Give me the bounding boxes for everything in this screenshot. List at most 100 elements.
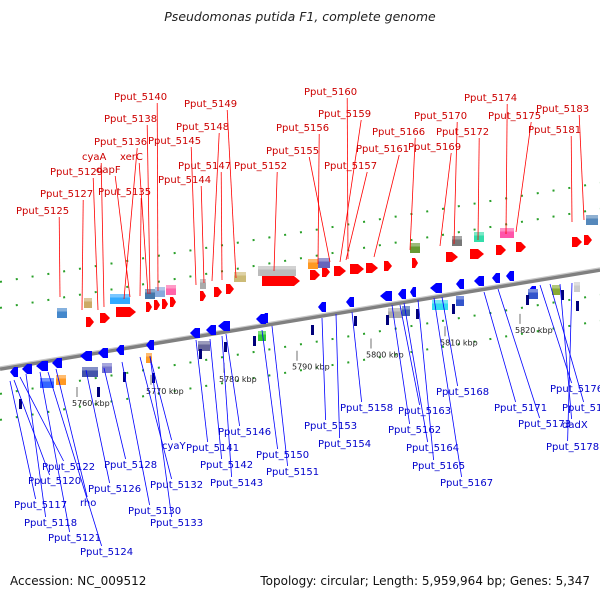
reverse-gene-label: Pput_5120 <box>28 476 81 487</box>
reverse-label-leader <box>225 333 240 427</box>
forward-label-leader <box>139 197 142 297</box>
reverse-gene-domain <box>456 296 464 306</box>
scale-label: 5800 kbp <box>366 351 404 360</box>
reverse-gene-arrow <box>492 273 500 283</box>
reverse-gene-arrow <box>52 358 62 368</box>
reverse-label-leader <box>271 325 288 467</box>
forward-gene-arrow <box>116 307 136 317</box>
forward-label-leader <box>308 156 331 263</box>
forward-label-leader <box>114 175 131 298</box>
reverse-gene-label: Pput_5177 <box>562 403 600 414</box>
forward-gene-arrow <box>446 252 458 262</box>
reverse-gene-domain-shine <box>528 289 538 293</box>
reverse-label-leader <box>391 304 410 425</box>
reverse-label-leader <box>441 296 458 387</box>
forward-gene-domain-shine <box>586 215 598 219</box>
reverse-label-leader <box>39 371 70 533</box>
reverse-gene-label: Pput_5176 <box>550 384 600 395</box>
forward-gene-arrow <box>146 302 152 312</box>
forward-label-leader <box>373 154 400 258</box>
reverse-gene-arrow <box>80 351 92 361</box>
forward-gene-label: Pput_5147 <box>178 161 231 172</box>
forward-gene-arrow <box>226 284 234 294</box>
reverse-gene-domain <box>82 367 98 377</box>
forward-label-leader <box>220 171 223 281</box>
forward-gene-domain <box>318 258 330 268</box>
reverse-gene-domain <box>146 353 152 363</box>
gene-marker <box>311 325 314 335</box>
forward-label-leader <box>123 147 138 300</box>
reverse-label-leader <box>13 379 50 476</box>
reverse-gene-label: Pput_5151 <box>266 467 319 478</box>
reverse-gene-label: Pput_5132 <box>150 480 203 491</box>
forward-gene-label: Pput_5160 <box>304 87 357 98</box>
reverse-gene-arrow <box>398 289 406 299</box>
forward-label-leader <box>190 146 197 286</box>
reverse-label-leader <box>195 339 208 443</box>
forward-gene-label: Pput_5152 <box>234 161 287 172</box>
gene-marker <box>97 387 100 397</box>
reverse-gene-label: Pput_5118 <box>24 518 77 529</box>
forward-gene-label: Pput_5135 <box>98 187 151 198</box>
forward-gene-label: Pput_5138 <box>104 114 157 125</box>
reverse-gene-label: Pput_5122 <box>42 462 95 473</box>
reverse-label-leader <box>559 283 572 420</box>
reverse-gene-label: Pput_5162 <box>388 425 441 436</box>
forward-label-leader <box>58 216 61 298</box>
forward-gene-label: Pput_5172 <box>436 127 489 138</box>
forward-gene-label: Pput_5181 <box>528 125 581 136</box>
forward-gene-label: Pput_5166 <box>372 127 425 138</box>
scale-label: 5770 kbp <box>146 387 184 396</box>
forward-gene-arrow <box>200 291 206 301</box>
gene-glyphs <box>10 215 598 409</box>
scale-label: 5790 kbp <box>292 363 330 372</box>
reverse-gene-domain <box>40 378 54 388</box>
reverse-gene-label: Pput_5163 <box>398 406 451 417</box>
reverse-gene-domain-shine <box>432 300 448 304</box>
forward-gene-arrow <box>310 270 320 280</box>
reverse-gene-label: Pput_5168 <box>436 387 489 398</box>
forward-label-leader <box>439 152 452 247</box>
reverse-gene-arrow <box>218 321 230 331</box>
reverse-gene-label: Pput_5146 <box>218 427 271 438</box>
forward-gene-arrow <box>470 249 484 259</box>
reverse-label-leader <box>497 288 540 419</box>
forward-gene-label: Pput_5149 <box>184 99 237 110</box>
forward-label-leader <box>409 137 416 251</box>
reverse-gene-domain <box>198 341 210 351</box>
forward-gene-label: Pput_5136 <box>94 137 147 148</box>
scale-label: 5760 kbp <box>72 399 110 408</box>
gene-marker <box>576 301 579 311</box>
forward-gene-label: Pput_5157 <box>324 161 377 172</box>
forward-gene-domain <box>200 279 206 289</box>
reverse-label-leader <box>9 380 36 500</box>
forward-gene-label: Pput_5156 <box>276 123 329 134</box>
forward-label-leader <box>317 133 320 265</box>
forward-gene-label: Pput_5140 <box>114 92 167 103</box>
reverse-label-leader <box>139 356 172 480</box>
forward-gene-domain-shine <box>308 259 318 263</box>
reverse-gene-label: Pput_5171 <box>494 403 547 414</box>
forward-label-leader <box>81 199 84 311</box>
reverse-gene-label: Pput_5117 <box>14 500 67 511</box>
forward-gene-arrow <box>572 237 582 247</box>
genome-summary-text: Topology: circular; Length: 5,959,964 bp… <box>260 574 590 588</box>
forward-label-leader <box>477 137 480 241</box>
forward-gene-label: Pput_5175 <box>488 111 541 122</box>
forward-gene-arrow <box>584 235 592 245</box>
reverse-gene-arrow <box>474 276 484 286</box>
forward-label-leader <box>453 121 458 245</box>
forward-gene-domain-shine <box>500 228 514 232</box>
forward-label-leader <box>100 162 105 308</box>
reverse-gene-label: Pput_5167 <box>440 478 493 489</box>
reverse-gene-domain-shine <box>402 306 410 310</box>
reverse-gene-label: Pput_5173 <box>518 419 571 430</box>
forward-gene-arrow <box>262 276 300 286</box>
forward-gene-label: Pput_5148 <box>176 122 229 133</box>
forward-gene-arrow <box>412 258 418 268</box>
reverse-gene-arrow <box>146 340 154 350</box>
genome-backbone-highlight <box>0 267 600 368</box>
reverse-gene-label: Pput_5150 <box>256 450 309 461</box>
reverse-gene-domain-shine <box>146 353 152 357</box>
